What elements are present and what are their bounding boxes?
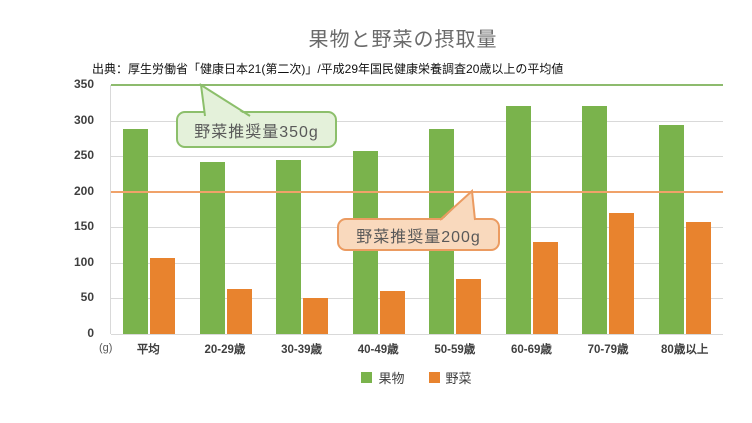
callout-vegetable-350g-text: 野菜推奨量350g — [194, 123, 319, 141]
legend-swatch-icon — [428, 372, 440, 383]
y-tick-label: 100 — [73, 254, 94, 269]
x-tick-label: 70-79歳 — [587, 344, 629, 356]
bar-野菜-80歳以上 — [685, 222, 711, 334]
callout-vegetable-200g-tail — [439, 189, 476, 222]
legend-label: 果物 — [378, 371, 405, 386]
bar-野菜-40-49歳 — [379, 291, 405, 334]
callout-vegetable-200g: 野菜推奨量200g — [337, 218, 500, 251]
callout-vegetable-200g-text: 野菜推奨量200g — [356, 228, 481, 246]
legend-item-果物: 果物 — [361, 368, 405, 387]
bar-group-60-69歳 — [494, 85, 571, 334]
bar-野菜-50-59歳 — [456, 278, 482, 334]
legend-item-野菜: 野菜 — [428, 368, 472, 387]
chart-source-note: 出典：厚生労働省「健康日本21(第二次)」/平成29年国民健康栄養調査20歳以上… — [92, 62, 564, 76]
gridline — [111, 156, 723, 157]
x-tick-label: 80歳以上 — [661, 344, 709, 356]
x-tick-label: 40-49歳 — [357, 344, 399, 356]
y-axis-labels: 0 50 100 150 200 250 300 350 — [58, 77, 102, 340]
x-tick-label: 20-29歳 — [204, 344, 246, 356]
y-tick-label: 200 — [73, 183, 94, 198]
gridline — [111, 334, 723, 335]
legend-swatch-icon — [361, 372, 373, 383]
bar-果物-70-79歳 — [582, 106, 608, 334]
y-tick-label: 250 — [73, 148, 94, 163]
bar-group-70-79歳 — [570, 85, 647, 334]
x-tick-label: 60-69歳 — [510, 344, 552, 356]
y-tick-label: 0 — [87, 326, 94, 340]
y-tick-label: 150 — [73, 219, 94, 234]
bar-group-30-39歳 — [264, 85, 341, 334]
bar-野菜-20-29歳 — [226, 289, 252, 334]
y-axis-unit-label: (g) — [99, 342, 113, 354]
bar-group-40-49歳 — [341, 85, 418, 334]
y-tick-label: 350 — [73, 77, 94, 91]
gridline — [111, 298, 723, 299]
y-tick-label: 50 — [80, 290, 94, 305]
x-axis-labels: 平均 20-29歳 30-39歳 40-49歳 50-59歳 60-69歳 70-79歳 80… — [110, 341, 723, 357]
bar-group-平均 — [111, 85, 188, 334]
x-tick-label: 平均 — [136, 344, 160, 356]
bar-野菜-60-69歳 — [532, 241, 558, 334]
y-tick-label: 300 — [73, 112, 94, 127]
bar-果物-平均 — [123, 129, 149, 334]
plot-area — [110, 84, 723, 335]
bar-果物-60-69歳 — [505, 106, 531, 334]
bar-group-20-29歳 — [188, 85, 265, 334]
reference-line-200 — [111, 190, 723, 193]
bar-groups — [111, 85, 723, 334]
bar-野菜-30-39歳 — [303, 298, 329, 334]
bar-果物-30-39歳 — [276, 159, 302, 334]
x-tick-label: 50-59歳 — [434, 344, 476, 356]
bar-group-80歳以上 — [647, 85, 724, 334]
reference-line-350 — [111, 84, 723, 86]
x-tick-label: 30-39歳 — [281, 344, 323, 356]
gridline — [111, 263, 723, 264]
bar-野菜-平均 — [150, 257, 176, 334]
bar-野菜-70-79歳 — [609, 213, 635, 334]
gridline — [111, 121, 723, 122]
bar-果物-20-29歳 — [199, 161, 225, 334]
chart-title: 果物と野菜の摂取量 — [308, 29, 498, 51]
legend: 果物 野菜 — [110, 368, 723, 387]
bar-果物-80歳以上 — [658, 124, 684, 334]
callout-vegetable-350g-tail — [199, 83, 251, 118]
callout-vegetable-350g: 野菜推奨量350g — [176, 111, 337, 148]
legend-label: 野菜 — [445, 371, 472, 386]
